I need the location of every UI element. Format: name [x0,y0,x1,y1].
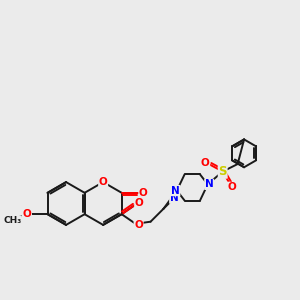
Text: S: S [218,165,227,178]
Text: O: O [201,158,210,168]
Text: N: N [205,179,214,189]
Text: O: O [135,198,143,208]
Text: O: O [99,177,107,187]
Text: O: O [22,209,32,219]
Text: N: N [170,193,178,203]
Text: O: O [139,188,148,198]
Text: CH₃: CH₃ [3,216,21,225]
Text: O: O [227,182,236,192]
Text: O: O [134,220,143,230]
Text: N: N [171,185,180,196]
